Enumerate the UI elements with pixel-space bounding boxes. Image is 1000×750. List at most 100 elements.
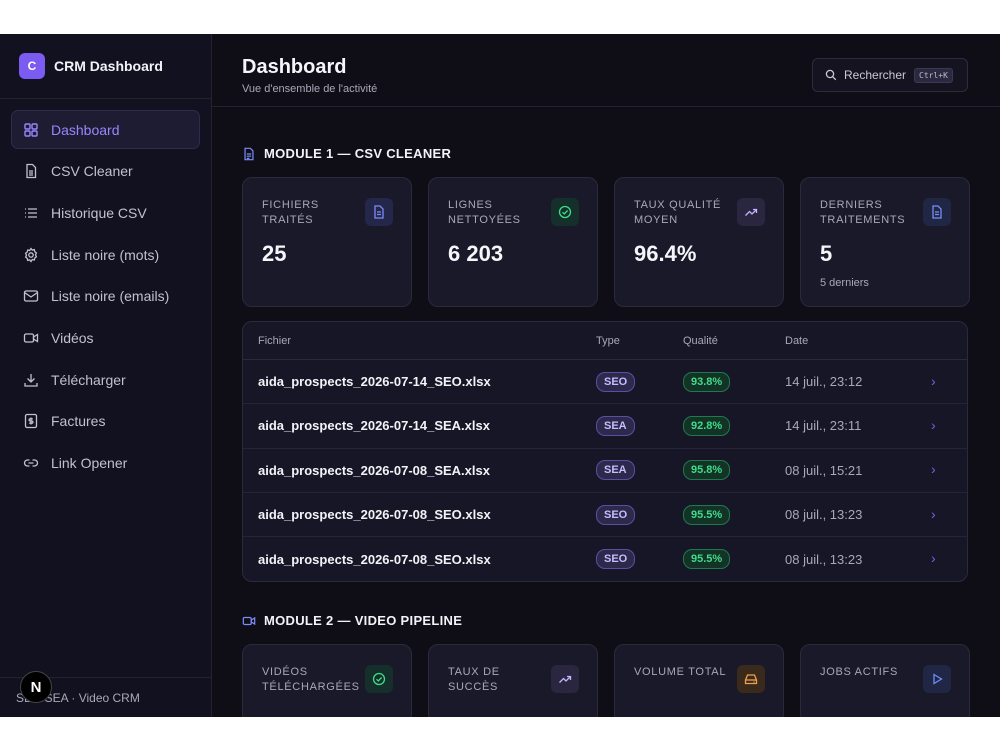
type-badge: SEO — [596, 371, 636, 392]
main-content: Dashboard Vue d'ensemble de l'activité R… — [212, 34, 1000, 717]
row-type: SEO — [596, 504, 683, 525]
invoice-icon — [24, 414, 38, 429]
row-date: 14 juil., 23:11 — [785, 418, 862, 434]
table-row[interactable]: aida_prospects_2026-07-08_SEO.xlsx SEO 9… — [243, 493, 967, 538]
sidebar-item-historique-csv[interactable]: Historique CSV — [11, 193, 200, 232]
sidebar-item-factures[interactable]: Factures — [11, 402, 200, 441]
stat-icon-box — [551, 198, 579, 226]
stat-card-taux-succes: Taux de succès — [428, 644, 598, 717]
file-csv-icon — [26, 164, 37, 179]
sidebar-item-dashboard[interactable]: Dashboard — [11, 110, 200, 149]
stat-icon-box — [923, 198, 951, 226]
stat-card-jobs-actifs: Jobs actifs — [800, 644, 970, 717]
table-row[interactable]: aida_prospects_2026-07-08_SEA.xlsx SEA 9… — [243, 449, 967, 493]
row-type: SEO — [596, 549, 683, 570]
stat-icon-box — [737, 198, 765, 226]
stat-label: Fichiers traités — [262, 199, 319, 226]
sidebar-item-link-opener[interactable]: Link Opener — [11, 444, 200, 483]
page-title: Dashboard — [242, 56, 347, 78]
table-header: Fichier Type Qualité Date — [243, 322, 967, 360]
row-type: SEO — [596, 371, 683, 392]
stat-label: Lignes nettoyées — [448, 199, 521, 226]
search-button[interactable]: Rechercher Ctrl+K — [812, 58, 968, 92]
stat-value: 5 — [820, 241, 833, 266]
page-header: Dashboard Vue d'ensemble de l'activité R… — [212, 34, 1000, 107]
brand[interactable]: C CRM Dashboard — [0, 34, 211, 99]
row-file: aida_prospects_2026-07-08_SEO.xlsx — [258, 551, 491, 567]
quality-badge: 95.5% — [683, 504, 731, 525]
sidebar-item-label: Dashboard — [51, 121, 120, 138]
brand-name: CRM Dashboard — [54, 58, 163, 74]
stat-card-videos-telechargees: Vidéos téléchargées — [242, 644, 412, 717]
trend-up-icon — [745, 208, 758, 216]
stat-label: Taux qualité moyen — [634, 199, 722, 226]
quality-badge: 95.8% — [683, 460, 731, 481]
row-file: aida_prospects_2026-07-14_SEO.xlsx — [258, 374, 491, 390]
video-icon — [242, 616, 256, 626]
download-icon — [24, 373, 38, 387]
row-open[interactable]: › — [931, 550, 967, 568]
sidebar-item-label: Liste noire (emails) — [51, 288, 170, 305]
brand-logo: C — [19, 53, 45, 79]
row-quality: 95.5% — [683, 549, 785, 570]
row-type: SEA — [596, 415, 683, 436]
list-icon — [25, 208, 37, 218]
module1-stat-cards: Fichiers traités 25 Lignes nettoyées 6 2… — [242, 177, 970, 307]
row-open[interactable]: › — [931, 461, 967, 479]
stat-value: 96.4% — [634, 241, 697, 266]
chevron-right-icon: › — [931, 416, 936, 433]
recent-files-table: Fichier Type Qualité Date aida_prospects… — [242, 321, 968, 583]
row-quality: 92.8% — [683, 415, 785, 436]
mail-icon — [23, 290, 39, 302]
row-quality: 93.8% — [683, 371, 785, 392]
file-icon — [932, 205, 942, 219]
stat-card-fichiers-traites: Fichiers traités 25 — [242, 177, 412, 307]
stat-label: Volume total — [634, 666, 727, 679]
search-shortcut: Ctrl+K — [914, 67, 953, 83]
row-open[interactable]: › — [931, 373, 967, 391]
sidebar-item-videos[interactable]: Vidéos — [11, 318, 200, 357]
table-row[interactable]: aida_prospects_2026-07-14_SEO.xlsx SEO 9… — [243, 360, 967, 405]
stat-label: Derniers traitements — [820, 199, 906, 226]
drive-icon — [744, 674, 758, 685]
sidebar-item-liste-noire-mots[interactable]: Liste noire (mots) — [11, 235, 200, 274]
row-open[interactable]: › — [931, 417, 967, 435]
module2-title: MODULE 2 — VIDEO PIPELINE — [242, 613, 970, 628]
quality-badge: 92.8% — [683, 415, 731, 436]
stat-label: Vidéos téléchargées — [262, 666, 360, 694]
col-header-file: Fichier — [258, 334, 292, 347]
sidebar-item-label: Télécharger — [51, 371, 126, 388]
search-icon — [825, 69, 837, 81]
table-row[interactable]: aida_prospects_2026-07-14_SEA.xlsx SEA 9… — [243, 404, 967, 449]
table-row[interactable]: aida_prospects_2026-07-08_SEO.xlsx SEO 9… — [243, 537, 967, 581]
chevron-right-icon: › — [931, 505, 936, 522]
col-header-date: Date — [785, 334, 809, 347]
row-open[interactable]: › — [931, 506, 967, 524]
chevron-right-icon: › — [931, 372, 936, 389]
play-icon — [933, 673, 943, 686]
row-type: SEA — [596, 460, 683, 481]
grid-icon — [24, 122, 38, 137]
row-quality: 95.8% — [683, 460, 785, 481]
col-header-quality: Qualité — [683, 334, 718, 347]
type-badge: SEA — [596, 460, 635, 481]
type-badge: SEO — [596, 549, 636, 570]
video-icon — [23, 333, 39, 343]
stat-icon-box — [551, 665, 579, 694]
module2-stat-cards: Vidéos téléchargées Taux de succès Volum… — [242, 644, 970, 717]
quality-badge: 95.5% — [683, 549, 731, 570]
n-badge[interactable]: N — [20, 671, 52, 703]
sidebar-item-csv-cleaner[interactable]: CSV Cleaner — [11, 152, 200, 191]
stat-label: Taux de succès — [448, 666, 500, 694]
row-date: 14 juil., 23:12 — [785, 374, 863, 390]
stat-icon-box — [923, 665, 951, 694]
stat-card-lignes-nettoyees: Lignes nettoyées 6 203 — [428, 177, 598, 307]
stat-card-derniers-traitements: Derniers traitements 5 5 derniers — [800, 177, 970, 307]
row-file: aida_prospects_2026-07-08_SEO.xlsx — [258, 507, 491, 523]
module1-title-text: MODULE 1 — CSV CLEANER — [264, 146, 452, 161]
sidebar-item-telecharger[interactable]: Télécharger — [11, 360, 200, 399]
row-date: 08 juil., 13:23 — [785, 507, 863, 523]
chevron-right-icon: › — [931, 550, 936, 567]
sidebar-item-liste-noire-emails[interactable]: Liste noire (emails) — [11, 277, 200, 316]
type-badge: SEA — [596, 415, 635, 436]
